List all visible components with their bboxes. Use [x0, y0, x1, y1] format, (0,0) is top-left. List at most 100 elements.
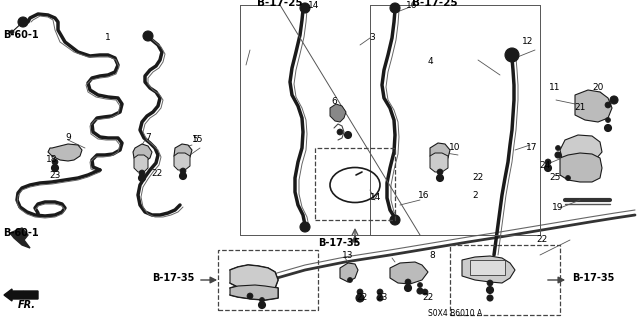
Polygon shape — [430, 153, 448, 172]
Text: 17: 17 — [526, 144, 538, 152]
Circle shape — [138, 174, 145, 182]
Circle shape — [357, 289, 363, 295]
Circle shape — [143, 31, 153, 41]
Text: 9: 9 — [65, 133, 71, 143]
Circle shape — [390, 215, 400, 225]
Circle shape — [21, 20, 25, 24]
Text: 23: 23 — [49, 170, 61, 180]
Circle shape — [505, 48, 519, 62]
Circle shape — [344, 131, 351, 138]
Text: B-60-1: B-60-1 — [3, 30, 38, 40]
Text: 8: 8 — [429, 250, 435, 259]
Text: 11: 11 — [549, 84, 561, 93]
Circle shape — [139, 170, 145, 176]
Text: 16: 16 — [406, 2, 418, 11]
Bar — [470, 260, 505, 275]
Circle shape — [300, 222, 310, 232]
Circle shape — [610, 96, 618, 104]
Circle shape — [510, 53, 514, 57]
Text: 14: 14 — [371, 194, 381, 203]
Circle shape — [487, 295, 493, 301]
Text: 21: 21 — [574, 103, 586, 113]
Text: 7: 7 — [145, 133, 151, 143]
Text: 4: 4 — [427, 57, 433, 66]
Text: 25: 25 — [549, 174, 561, 182]
Circle shape — [404, 285, 412, 292]
Circle shape — [417, 288, 423, 294]
Circle shape — [405, 279, 411, 285]
Circle shape — [51, 165, 58, 172]
Text: S0X4 B6010 A: S0X4 B6010 A — [428, 308, 482, 317]
Polygon shape — [340, 263, 358, 282]
FancyArrow shape — [4, 289, 38, 301]
Circle shape — [52, 159, 58, 165]
Circle shape — [507, 50, 517, 60]
Bar — [315, 148, 395, 220]
Polygon shape — [133, 144, 152, 162]
Circle shape — [508, 51, 516, 59]
Circle shape — [259, 298, 264, 302]
Polygon shape — [560, 153, 602, 182]
Text: B-17-35: B-17-35 — [318, 238, 360, 248]
Circle shape — [566, 175, 570, 181]
Text: 15: 15 — [192, 136, 204, 145]
Circle shape — [10, 30, 14, 34]
Circle shape — [545, 165, 552, 172]
Circle shape — [486, 286, 493, 293]
Text: B-17-35: B-17-35 — [572, 273, 614, 283]
Text: 18: 18 — [46, 155, 58, 165]
Text: B-17-35: B-17-35 — [152, 273, 195, 283]
Circle shape — [605, 102, 611, 108]
Polygon shape — [10, 228, 30, 248]
Circle shape — [487, 280, 493, 286]
Circle shape — [259, 301, 266, 308]
Text: 23: 23 — [376, 293, 388, 302]
Text: 22: 22 — [472, 174, 484, 182]
Circle shape — [18, 17, 28, 27]
Circle shape — [605, 124, 611, 131]
Text: 2: 2 — [472, 190, 478, 199]
Text: 22: 22 — [356, 293, 367, 302]
Bar — [450, 245, 560, 315]
Text: 22: 22 — [422, 293, 434, 302]
Polygon shape — [575, 90, 612, 122]
Text: 1: 1 — [105, 33, 111, 42]
Polygon shape — [174, 153, 190, 170]
Circle shape — [545, 159, 551, 165]
Circle shape — [247, 293, 253, 299]
Polygon shape — [390, 262, 428, 284]
Polygon shape — [48, 144, 82, 161]
Text: 24: 24 — [540, 160, 550, 169]
Text: B-17-25: B-17-25 — [257, 0, 303, 8]
Circle shape — [377, 295, 383, 301]
Text: 22: 22 — [152, 168, 163, 177]
Circle shape — [556, 145, 561, 151]
Text: 22: 22 — [536, 235, 548, 244]
Circle shape — [555, 152, 561, 158]
Polygon shape — [134, 155, 148, 172]
Polygon shape — [330, 104, 346, 122]
Polygon shape — [430, 143, 450, 162]
Circle shape — [437, 169, 443, 175]
Circle shape — [146, 34, 150, 38]
Text: 13: 13 — [342, 250, 354, 259]
Circle shape — [303, 6, 307, 10]
Polygon shape — [230, 285, 278, 300]
Circle shape — [390, 3, 400, 13]
Circle shape — [417, 283, 422, 287]
Text: 20: 20 — [592, 84, 604, 93]
Circle shape — [605, 117, 611, 122]
Polygon shape — [174, 144, 192, 161]
Bar — [218, 250, 318, 310]
Circle shape — [393, 6, 397, 10]
Text: 10: 10 — [449, 144, 461, 152]
Text: 6: 6 — [331, 98, 337, 107]
Circle shape — [179, 173, 186, 180]
Text: 12: 12 — [522, 38, 534, 47]
Text: 14: 14 — [308, 2, 320, 11]
Circle shape — [180, 168, 186, 174]
Circle shape — [422, 289, 428, 295]
Polygon shape — [560, 135, 602, 164]
Polygon shape — [462, 256, 515, 283]
Circle shape — [356, 294, 364, 302]
